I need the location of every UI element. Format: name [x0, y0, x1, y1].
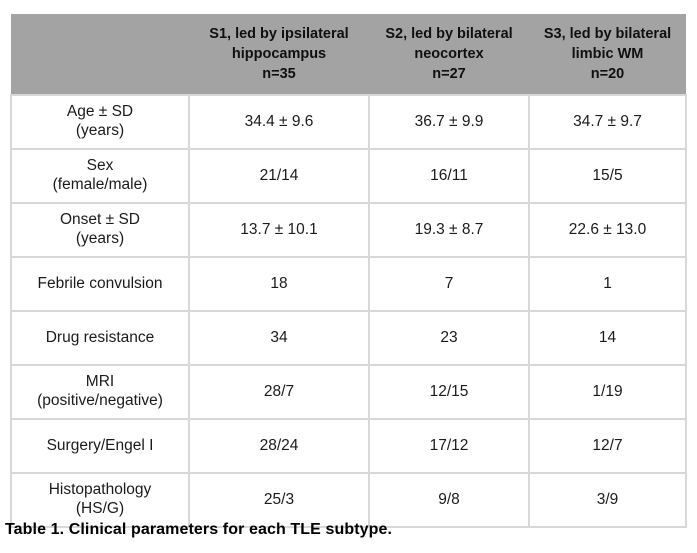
row-label: Age ± SD (years) [10, 94, 190, 150]
table-caption: Table 1. Clinical parameters for each TL… [5, 521, 393, 538]
header-cell-s3: S3, led by bilateral limbic WM n=20 [529, 14, 686, 95]
table-cell: 12/7 [528, 418, 687, 474]
table-cell: 12/15 [368, 364, 530, 420]
table-row-sex: Sex (female/male) 21/14 16/11 15/5 [10, 148, 687, 204]
table-cell: 21/14 [188, 148, 370, 204]
table-cell: 22.6 ± 13.0 [528, 202, 687, 258]
table-cell: 1/19 [528, 364, 687, 420]
table-cell: 16/11 [368, 148, 530, 204]
table-cell: 18 [188, 256, 370, 312]
table-cell: 14 [528, 310, 687, 366]
table-row-drug-resistance: Drug resistance 34 23 14 [10, 310, 687, 366]
header-cell-empty [11, 14, 189, 95]
row-label: Surgery/Engel I [10, 418, 190, 474]
header-cell-s2: S2, led by bilateral neocortex n=27 [369, 14, 529, 95]
table-cell: 28/7 [188, 364, 370, 420]
clinical-parameters-table: S1, led by ipsilateral hippocampus n=35 … [10, 14, 687, 528]
table-row-mri: MRI (positive/negative) 28/7 12/15 1/19 [10, 364, 687, 420]
table-cell: 1 [528, 256, 687, 312]
header-cell-s1: S1, led by ipsilateral hippocampus n=35 [189, 14, 369, 95]
row-label: Onset ± SD (years) [10, 202, 190, 258]
table-cell: 19.3 ± 8.7 [368, 202, 530, 258]
row-label: Drug resistance [10, 310, 190, 366]
table-cell: 28/24 [188, 418, 370, 474]
table-header-row: S1, led by ipsilateral hippocampus n=35 … [11, 14, 686, 95]
table-row-histopathology: Histopathology (HS/G) 25/3 9/8 3/9 [10, 472, 687, 528]
table-cell: 34.7 ± 9.7 [528, 94, 687, 150]
table-row-surgery-engel: Surgery/Engel I 28/24 17/12 12/7 [10, 418, 687, 474]
table-cell: 15/5 [528, 148, 687, 204]
table-row-age: Age ± SD (years) 34.4 ± 9.6 36.7 ± 9.9 3… [10, 94, 687, 150]
table-cell: 9/8 [368, 472, 530, 528]
row-label: Histopathology (HS/G) [10, 472, 190, 528]
table-cell: 23 [368, 310, 530, 366]
table-cell: 17/12 [368, 418, 530, 474]
table-cell: 36.7 ± 9.9 [368, 94, 530, 150]
table-cell: 13.7 ± 10.1 [188, 202, 370, 258]
table-cell: 3/9 [528, 472, 687, 528]
row-label: MRI (positive/negative) [10, 364, 190, 420]
table-cell: 7 [368, 256, 530, 312]
table-row-onset: Onset ± SD (years) 13.7 ± 10.1 19.3 ± 8.… [10, 202, 687, 258]
row-label: Febrile convulsion [10, 256, 190, 312]
table-cell: 25/3 [188, 472, 370, 528]
table-cell: 34.4 ± 9.6 [188, 94, 370, 150]
row-label: Sex (female/male) [10, 148, 190, 204]
table-cell: 34 [188, 310, 370, 366]
table-row-febrile-convulsion: Febrile convulsion 18 7 1 [10, 256, 687, 312]
